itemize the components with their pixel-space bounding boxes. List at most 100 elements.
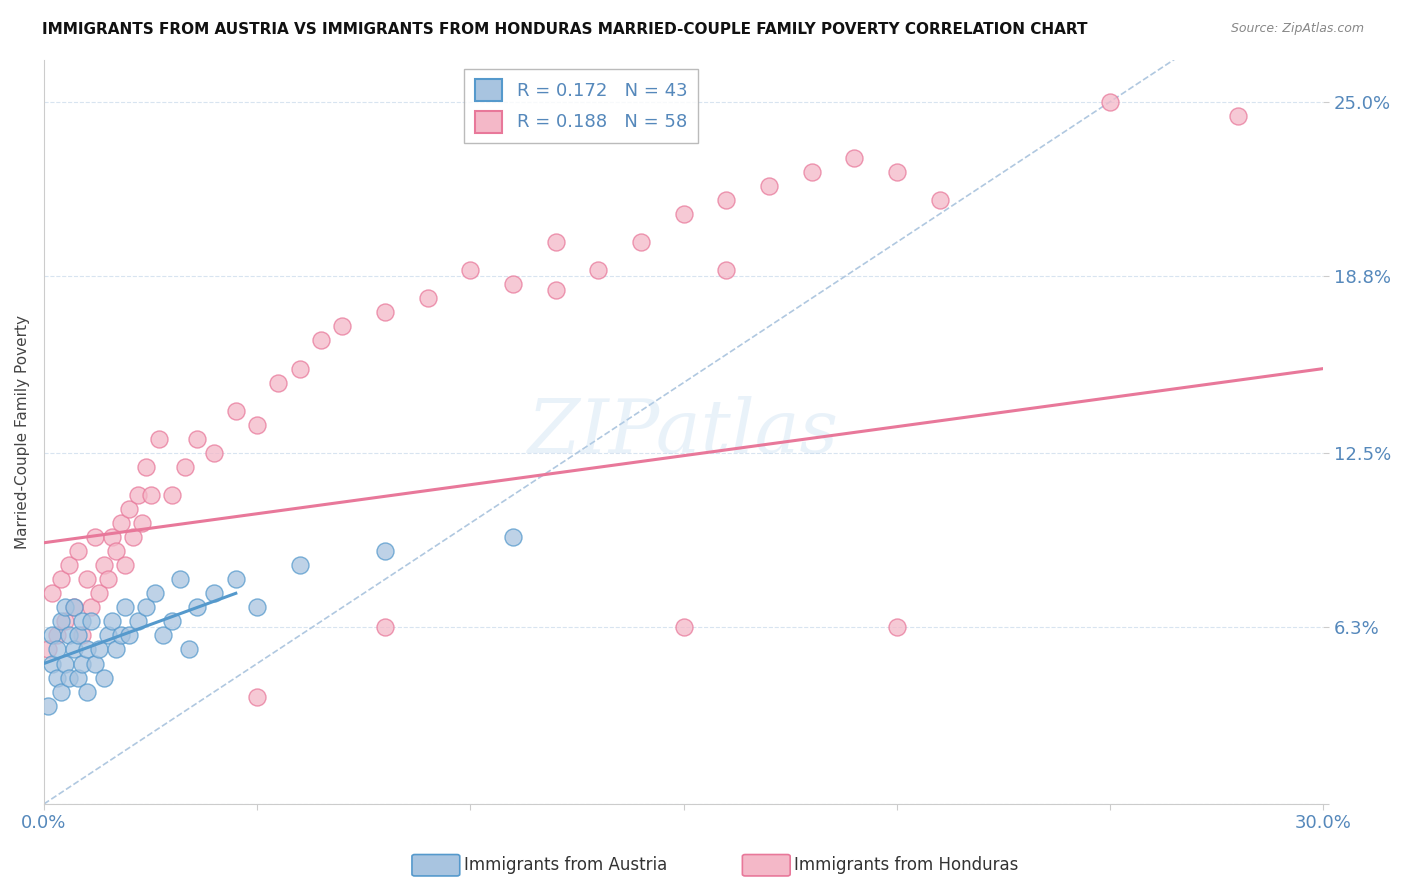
Point bbox=[76, 642, 98, 657]
Point bbox=[45, 628, 67, 642]
Text: Immigrants from Honduras: Immigrants from Honduras bbox=[794, 856, 1019, 874]
Legend: R = 0.172   N = 43, R = 0.188   N = 58: R = 0.172 N = 43, R = 0.188 N = 58 bbox=[464, 69, 699, 144]
Point bbox=[49, 572, 72, 586]
Point bbox=[66, 628, 89, 642]
Point bbox=[309, 334, 332, 348]
Point bbox=[58, 628, 80, 642]
Point bbox=[127, 615, 149, 629]
Point bbox=[110, 628, 132, 642]
Point bbox=[374, 305, 396, 319]
Point bbox=[62, 642, 84, 657]
Point bbox=[928, 193, 950, 207]
Point bbox=[716, 263, 738, 277]
Point bbox=[204, 446, 226, 460]
Point bbox=[374, 620, 396, 634]
Point bbox=[148, 432, 170, 446]
Point bbox=[152, 628, 174, 642]
Point bbox=[101, 615, 124, 629]
Text: ZIPatlas: ZIPatlas bbox=[529, 395, 839, 468]
Point bbox=[374, 544, 396, 558]
Point bbox=[173, 459, 195, 474]
Point bbox=[37, 642, 59, 657]
Point bbox=[460, 263, 482, 277]
Point bbox=[225, 403, 247, 417]
Point bbox=[139, 488, 162, 502]
Point bbox=[118, 628, 141, 642]
Point bbox=[758, 179, 780, 194]
Text: Immigrants from Austria: Immigrants from Austria bbox=[464, 856, 668, 874]
Text: Source: ZipAtlas.com: Source: ZipAtlas.com bbox=[1230, 22, 1364, 36]
Point bbox=[118, 502, 141, 516]
Point bbox=[122, 530, 145, 544]
Point bbox=[332, 319, 354, 334]
Point bbox=[160, 615, 183, 629]
Point bbox=[127, 488, 149, 502]
Point bbox=[62, 600, 84, 615]
Point bbox=[49, 684, 72, 698]
Point bbox=[288, 361, 311, 376]
Point bbox=[131, 516, 153, 530]
Point bbox=[246, 417, 269, 432]
Point bbox=[502, 530, 524, 544]
Point bbox=[630, 235, 652, 250]
Point bbox=[80, 600, 103, 615]
Point bbox=[97, 628, 120, 642]
Point bbox=[53, 657, 76, 671]
Point bbox=[84, 530, 107, 544]
Point bbox=[58, 558, 80, 573]
Point bbox=[84, 657, 107, 671]
Point bbox=[37, 698, 59, 713]
Point bbox=[672, 620, 695, 634]
FancyBboxPatch shape bbox=[412, 855, 460, 876]
Point bbox=[62, 600, 84, 615]
Point bbox=[246, 690, 269, 705]
Point bbox=[93, 558, 115, 573]
Point bbox=[76, 684, 98, 698]
Point bbox=[135, 459, 157, 474]
Point bbox=[588, 263, 610, 277]
Point bbox=[177, 642, 200, 657]
Point bbox=[66, 544, 89, 558]
Point bbox=[110, 516, 132, 530]
Point bbox=[97, 572, 120, 586]
Point bbox=[1099, 95, 1122, 109]
Point bbox=[544, 235, 567, 250]
Point bbox=[89, 642, 111, 657]
Point bbox=[114, 558, 136, 573]
Point bbox=[416, 291, 439, 305]
Point bbox=[225, 572, 247, 586]
Y-axis label: Married-Couple Family Poverty: Married-Couple Family Poverty bbox=[15, 315, 30, 549]
Point bbox=[105, 544, 128, 558]
Point bbox=[89, 586, 111, 600]
Point bbox=[886, 165, 908, 179]
Point bbox=[288, 558, 311, 573]
Point bbox=[186, 432, 208, 446]
Point bbox=[544, 283, 567, 297]
Point bbox=[143, 586, 166, 600]
Point bbox=[93, 671, 115, 685]
Point bbox=[716, 193, 738, 207]
Point bbox=[105, 642, 128, 657]
Point bbox=[66, 671, 89, 685]
Point bbox=[204, 586, 226, 600]
Point bbox=[53, 615, 76, 629]
Point bbox=[41, 586, 63, 600]
Point bbox=[169, 572, 191, 586]
Point bbox=[267, 376, 290, 390]
Point bbox=[800, 165, 823, 179]
Point bbox=[844, 151, 866, 165]
Point bbox=[1227, 109, 1250, 123]
Point bbox=[45, 642, 67, 657]
Point bbox=[101, 530, 124, 544]
FancyBboxPatch shape bbox=[742, 855, 790, 876]
Point bbox=[72, 657, 94, 671]
Point bbox=[672, 207, 695, 221]
Point bbox=[76, 572, 98, 586]
Point bbox=[45, 671, 67, 685]
Point bbox=[80, 615, 103, 629]
Point bbox=[72, 628, 94, 642]
Point bbox=[246, 600, 269, 615]
Point bbox=[53, 600, 76, 615]
Point bbox=[49, 615, 72, 629]
Text: IMMIGRANTS FROM AUSTRIA VS IMMIGRANTS FROM HONDURAS MARRIED-COUPLE FAMILY POVERT: IMMIGRANTS FROM AUSTRIA VS IMMIGRANTS FR… bbox=[42, 22, 1088, 37]
